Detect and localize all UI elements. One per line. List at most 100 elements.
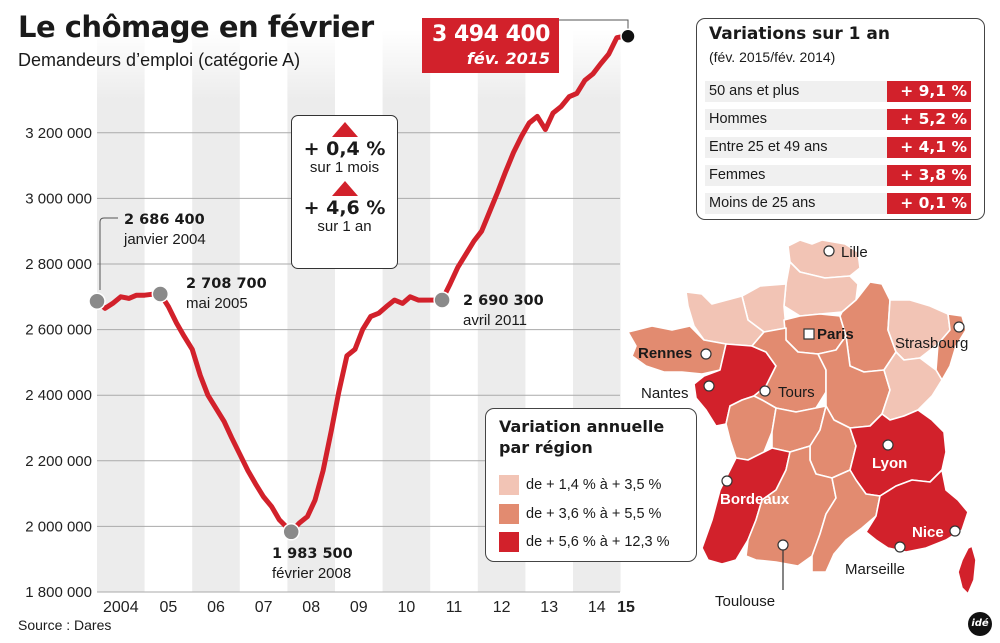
variation-label: Femmes [709,167,766,183]
y-tick-label: 3 000 000 [25,190,92,207]
city-marker-nice [949,525,961,537]
city-label-lille: Lille [841,244,868,261]
variation-value: + 5,2 % [887,109,971,130]
city-label-lyon: Lyon [872,455,907,472]
legend-title: Variation annuelle par région [499,416,664,458]
region-languedoc [811,469,881,573]
up-triangle-icon [331,122,358,137]
legend-title-line2: par région [499,438,593,457]
up-triangle-icon [331,181,358,196]
annotation-markers [88,28,636,541]
city-marker-marseille [894,541,906,553]
page-subtitle: Demandeurs d’emploi (catégorie A) [18,50,301,70]
annotation-date: avril 2011 [463,312,527,329]
latest-date: fév. 2015 [466,49,550,68]
x-tick-label: 06 [207,599,225,616]
x-tick-label: 15 [617,599,635,616]
y-tick-label: 2 800 000 [25,256,92,273]
x-tick-label: 13 [540,599,558,616]
variation-value: + 0,1 % [887,193,971,214]
yearly-change-period: sur 1 an [317,218,372,235]
annotation-value: 2 686 400 [124,212,205,228]
legend-label: de + 5,6 % à + 12,3 % [526,534,670,550]
city-label-tours: Tours [778,384,815,401]
city-marker-lille [823,245,835,257]
legend-label: de + 3,6 % à + 5,5 % [526,506,662,522]
city-marker-nantes [703,380,715,392]
annotation-date: février 2008 [272,565,351,582]
region-bretagne [627,325,727,375]
variation-row: 50 ans et plus + 9,1 % [705,81,971,102]
y-tick-label: 2 600 000 [25,322,92,339]
y-tick-label: 2 400 000 [25,387,92,404]
annotation-value: 2 708 700 [186,276,267,292]
city-label-nice: Nice [912,524,944,541]
city-marker-bordeaux [721,475,733,487]
x-tick-label: 08 [302,599,320,616]
change-callout: + 0,4 % sur 1 mois + 4,6 % sur 1 an [291,115,398,269]
annotation-point-marker [282,523,300,541]
monthly-change-value: + 0,4 % [303,138,386,160]
city-label-paris: Paris [817,326,854,343]
variation-row: Moins de 25 ans + 0,1 % [705,193,971,214]
x-tick-label: 2004 [103,599,139,616]
legend-swatch-dark [499,532,519,552]
x-axis-labels: 2004 05 06 07 08 09 10 11 12 13 14 15 [103,599,635,616]
y-tick-label: 2 200 000 [25,453,92,470]
france-region-map: Lille Paris Strasbourg Rennes Nantes Tou… [627,239,977,610]
city-marker-rennes [700,348,712,360]
variations-subtitle: (fév. 2015/fév. 2014) [709,49,836,65]
x-tick-label: 10 [398,599,416,616]
variations-title: Variations sur 1 an [709,24,890,44]
year-band-2004 [97,30,145,592]
variation-value: + 3,8 % [887,165,971,186]
variation-row: Entre 25 et 49 ans + 4,1 % [705,137,971,158]
map-legend: Variation annuelle par région de + 1,4 %… [485,408,697,562]
legend-label: de + 1,4 % à + 3,5 % [526,477,662,493]
annotation-point-marker [88,292,106,311]
series-line [94,33,627,535]
variation-label: Entre 25 et 49 ans [709,139,828,155]
x-tick-label: 14 [588,599,606,616]
x-tick-label: 05 [160,599,178,616]
annotation-value: 1 983 500 [272,546,353,562]
x-tick-label: 07 [255,599,273,616]
region-midi-pyrenees [745,445,837,567]
variation-row: Hommes + 5,2 % [705,109,971,130]
annotation-point-marker [433,291,451,309]
variation-row: Femmes + 3,8 % [705,165,971,186]
annotation-value: 2 690 300 [463,293,544,309]
y-axis-labels: 1 800 000 2 000 000 2 200 000 2 400 000 2 60… [25,125,92,601]
city-label-strasbourg: Strasbourg [895,335,968,352]
variations-panel: Variations sur 1 an (fév. 2015/fév. 2014… [696,18,985,220]
variation-value: + 9,1 % [887,81,971,102]
city-label-toulouse: Toulouse [715,593,775,610]
city-label-rennes: Rennes [638,345,692,362]
page-title: Le chômage en février [18,10,374,44]
region-paca [865,469,969,553]
latest-point-marker [620,28,636,44]
latest-value-badge: 3 494 400 fév. 2015 [422,18,559,73]
annotation-leader [99,217,118,290]
latest-value: 3 494 400 [432,22,550,47]
legend-swatch-mid [499,504,519,524]
city-marker-lyon [882,439,894,451]
city-marker-strasbourg [953,321,965,333]
y-tick-label: 3 200 000 [25,125,92,142]
city-marker-tours [759,385,771,397]
ide-logo: idé [968,612,992,636]
variation-label: Hommes [709,111,768,127]
x-tick-label: 09 [350,599,368,616]
yearly-change-value: + 4,6 % [303,197,386,219]
annotation-date: janvier 2004 [123,231,206,248]
source-note: Source : Dares [18,617,112,633]
annotation-date: mai 2005 [186,295,248,312]
annotation-leader [559,19,629,30]
variation-label: Moins de 25 ans [709,195,816,211]
region-corse [957,545,977,595]
annotation-leaders [99,19,629,290]
legend-swatch-light [499,475,519,495]
x-tick-label: 11 [446,599,463,616]
x-tick-label: 12 [493,599,511,616]
city-marker-paris [803,328,815,340]
